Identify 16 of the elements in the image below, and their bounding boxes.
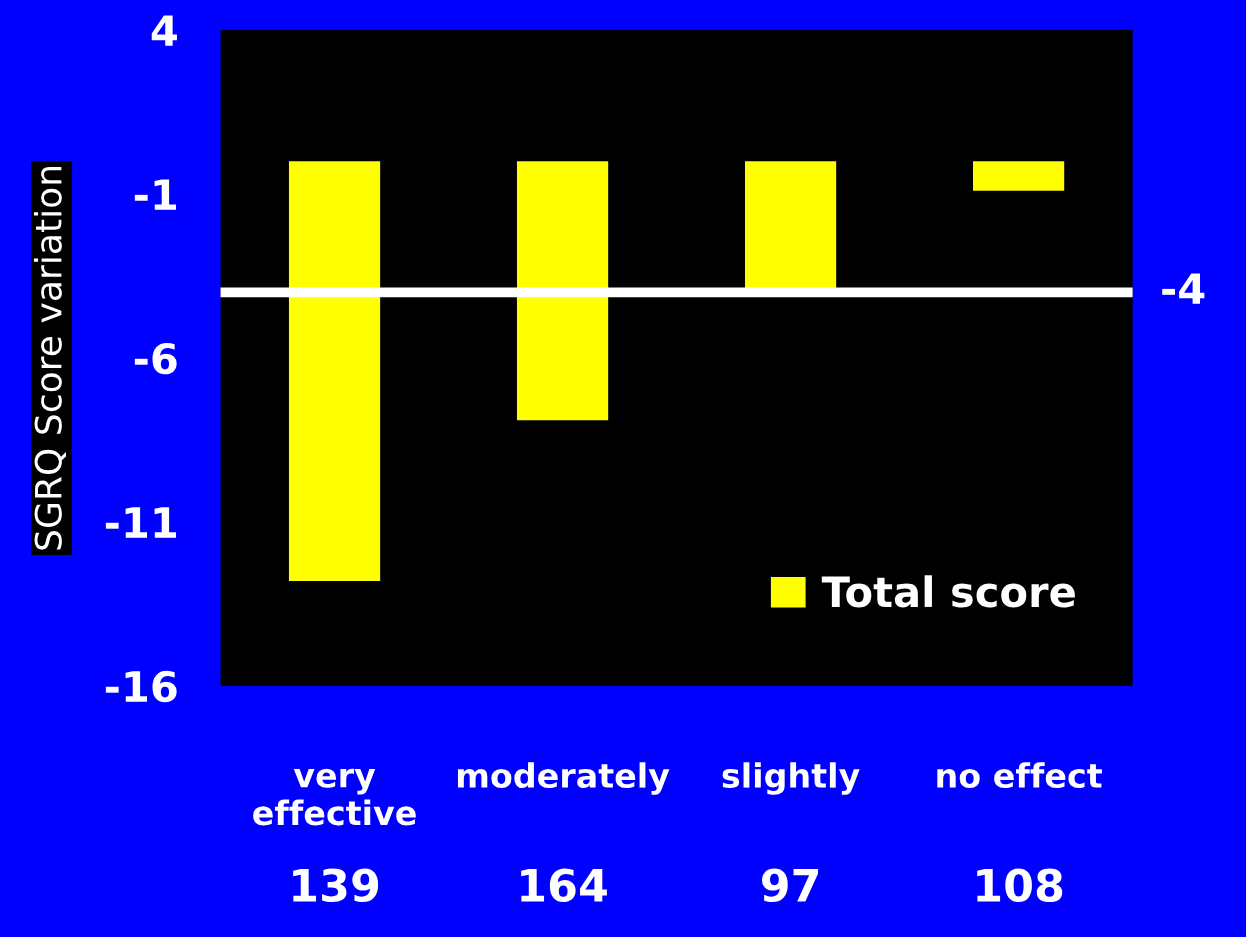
x-tick-label: no effect (937, 762, 1102, 789)
y-tick-label: -16 (105, 670, 177, 703)
text: 97 (761, 868, 818, 903)
text: 108 (977, 868, 1063, 903)
x-tick-label: slightly (722, 762, 860, 795)
x-tick-label: very effective (253, 768, 416, 826)
y-tick-label: -6 (134, 342, 177, 375)
ref-line-label: -4 (1162, 273, 1205, 304)
legend-label: Total score (821, 575, 1075, 608)
x-tick-label: moderately (457, 762, 670, 795)
text: 164 (521, 868, 607, 903)
y-tick-label: -11 (105, 507, 177, 538)
y-tick-label: 4 (151, 15, 177, 46)
text: 139 (293, 868, 379, 903)
y-tick-label: -1 (134, 179, 177, 210)
y-axis-title: SGRQ Score variation (33, 166, 67, 550)
